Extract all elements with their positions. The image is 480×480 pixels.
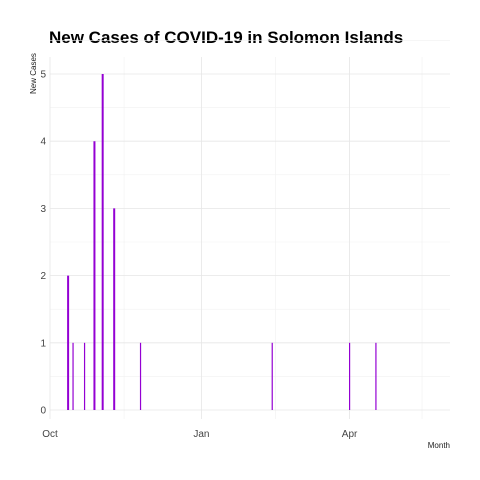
- y-tick-label: 3: [40, 204, 46, 215]
- chart-title: New Cases of COVID-19 in Solomon Islands: [49, 28, 403, 47]
- y-tick-label: 5: [40, 70, 46, 81]
- x-axis-label: Month: [428, 441, 450, 450]
- y-tick-label: 4: [40, 137, 46, 148]
- x-tick-label: Jan: [193, 429, 209, 440]
- y-tick-label: 1: [40, 338, 46, 349]
- y-tick-labels: 0 1 2 3 4 5: [40, 70, 46, 417]
- x-tick-label: Oct: [42, 429, 58, 440]
- y-tick-label: 0: [40, 406, 46, 417]
- x-tick-label: Apr: [342, 429, 358, 440]
- y-tick-label: 2: [40, 271, 46, 282]
- chart-bars: [67, 74, 377, 410]
- y-axis-label: New Cases: [29, 53, 38, 94]
- chart-grid: [49, 40, 450, 419]
- x-tick-labels: Oct Jan Apr: [42, 429, 358, 440]
